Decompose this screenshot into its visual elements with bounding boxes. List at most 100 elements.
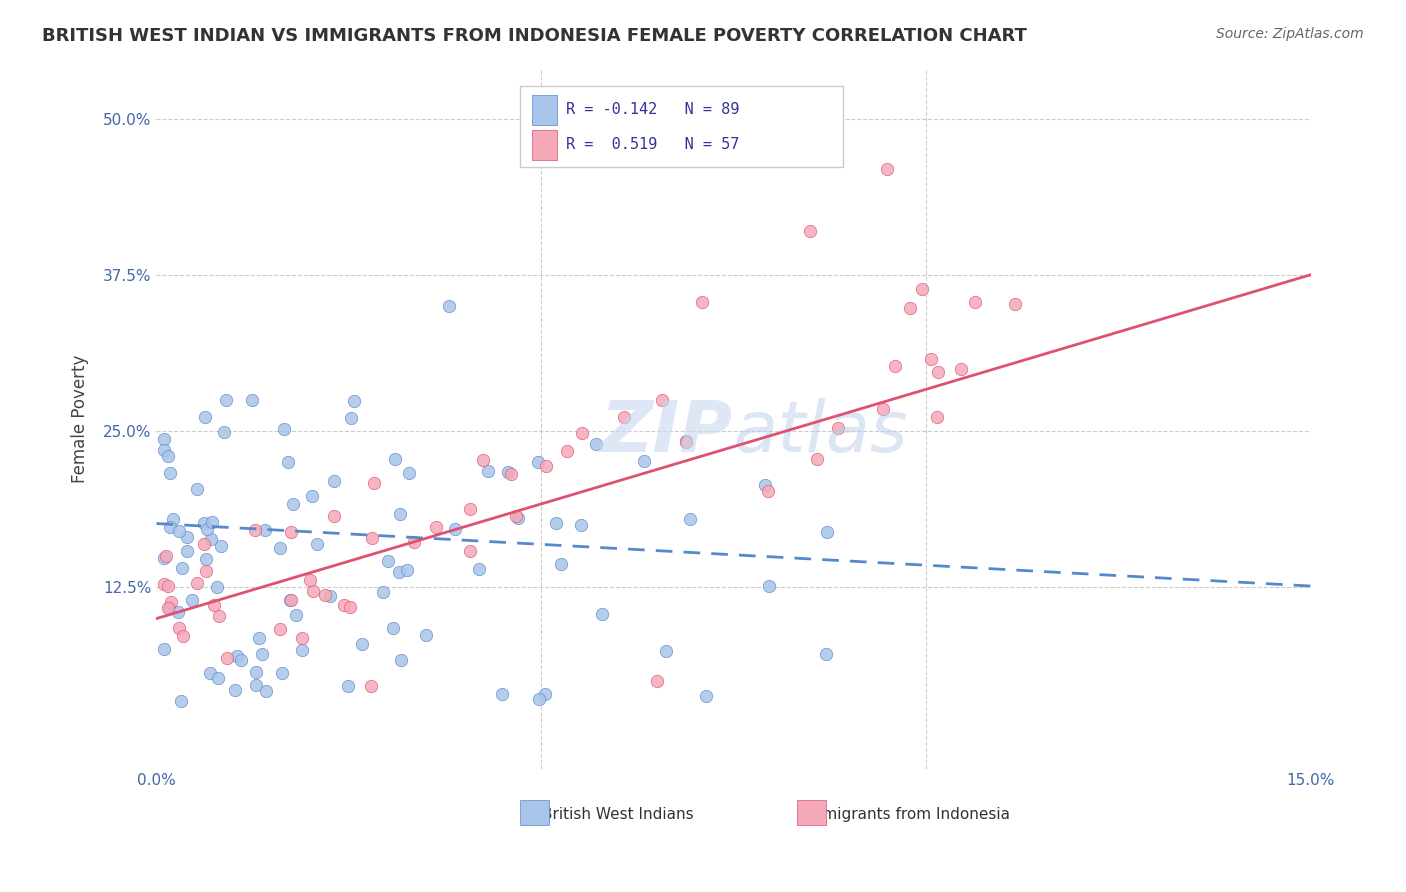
Immigrants from Indonesia [827,421,849,435]
Text: atlas: atlas [734,398,908,467]
Immigrants from Indonesia [322,509,344,524]
Text: British West Indians: British West Indians [543,806,695,822]
British West Indians [340,410,363,425]
British West Indians [245,678,267,692]
British West Indians [343,393,366,408]
British West Indians [271,666,294,681]
British West Indians [176,529,198,543]
British West Indians [166,606,188,620]
British West Indians [277,455,299,469]
British West Indians [371,585,394,599]
Immigrants from Indonesia [950,362,973,376]
Immigrants from Indonesia [202,599,225,613]
British West Indians [209,539,232,553]
Immigrants from Indonesia [458,501,481,516]
British West Indians [508,510,530,524]
Immigrants from Indonesia [172,629,194,643]
British West Indians [159,520,181,534]
Immigrants from Indonesia [898,301,921,316]
Immigrants from Indonesia [361,531,384,545]
British West Indians [322,475,344,489]
Immigrants from Indonesia [156,579,179,593]
British West Indians [180,593,202,607]
Immigrants from Indonesia [806,452,828,467]
British West Indians [477,464,499,478]
British West Indians [170,694,193,708]
British West Indians [245,665,267,680]
Immigrants from Indonesia [208,608,231,623]
Immigrants from Indonesia [302,583,325,598]
Immigrants from Indonesia [690,295,713,310]
British West Indians [195,552,218,566]
British West Indians [815,647,838,661]
Immigrants from Indonesia [402,534,425,549]
British West Indians [247,631,270,645]
British West Indians [352,637,374,651]
Immigrants from Indonesia [963,295,986,310]
British West Indians [415,628,437,642]
British West Indians [633,454,655,468]
British West Indians [195,523,218,537]
Immigrants from Indonesia [298,573,321,587]
British West Indians [389,507,412,521]
British West Indians [491,688,513,702]
British West Indians [229,652,252,666]
Immigrants from Indonesia [186,576,208,591]
British West Indians [382,621,405,635]
British West Indians [240,393,263,408]
Immigrants from Indonesia [243,523,266,537]
British West Indians [569,518,592,533]
Immigrants from Indonesia [799,224,821,238]
British West Indians [301,489,323,503]
British West Indians [291,643,314,657]
British West Indians [754,477,776,491]
British West Indians [319,590,342,604]
FancyBboxPatch shape [531,130,557,160]
Text: ZIP: ZIP [602,398,734,467]
British West Indians [162,512,184,526]
Text: Source: ZipAtlas.com: Source: ZipAtlas.com [1216,27,1364,41]
British West Indians [193,516,215,530]
British West Indians [207,671,229,685]
British West Indians [226,649,249,664]
Y-axis label: Female Poverty: Female Poverty [72,354,89,483]
British West Indians [384,451,406,466]
British West Indians [585,437,607,451]
Immigrants from Indonesia [458,544,481,558]
Immigrants from Indonesia [291,632,314,646]
British West Indians [198,665,221,680]
British West Indians [550,558,572,572]
British West Indians [200,533,222,547]
British West Indians [254,683,277,698]
British West Indians [377,554,399,568]
British West Indians [201,515,224,529]
British West Indians [212,425,235,439]
Immigrants from Indonesia [153,577,176,591]
Immigrants from Indonesia [215,651,238,665]
British West Indians [396,563,419,577]
British West Indians [591,607,613,621]
British West Indians [156,449,179,463]
British West Indians [655,644,678,658]
British West Indians [498,465,520,479]
Immigrants from Indonesia [425,519,447,533]
British West Indians [526,455,548,469]
Text: BRITISH WEST INDIAN VS IMMIGRANTS FROM INDONESIA FEMALE POVERTY CORRELATION CHAR: BRITISH WEST INDIAN VS IMMIGRANTS FROM I… [42,27,1026,45]
British West Indians [252,647,274,661]
British West Indians [695,690,717,704]
FancyBboxPatch shape [520,86,844,167]
Immigrants from Indonesia [167,621,190,635]
British West Indians [398,467,420,481]
British West Indians [388,565,411,579]
British West Indians [153,432,176,446]
Immigrants from Indonesia [571,425,593,440]
British West Indians [546,516,568,531]
FancyBboxPatch shape [797,800,825,824]
Immigrants from Indonesia [156,600,179,615]
Immigrants from Indonesia [159,595,181,609]
British West Indians [675,434,697,448]
Immigrants from Indonesia [280,524,302,539]
Immigrants from Indonesia [534,458,557,473]
Immigrants from Indonesia [920,351,942,366]
British West Indians [389,653,412,667]
